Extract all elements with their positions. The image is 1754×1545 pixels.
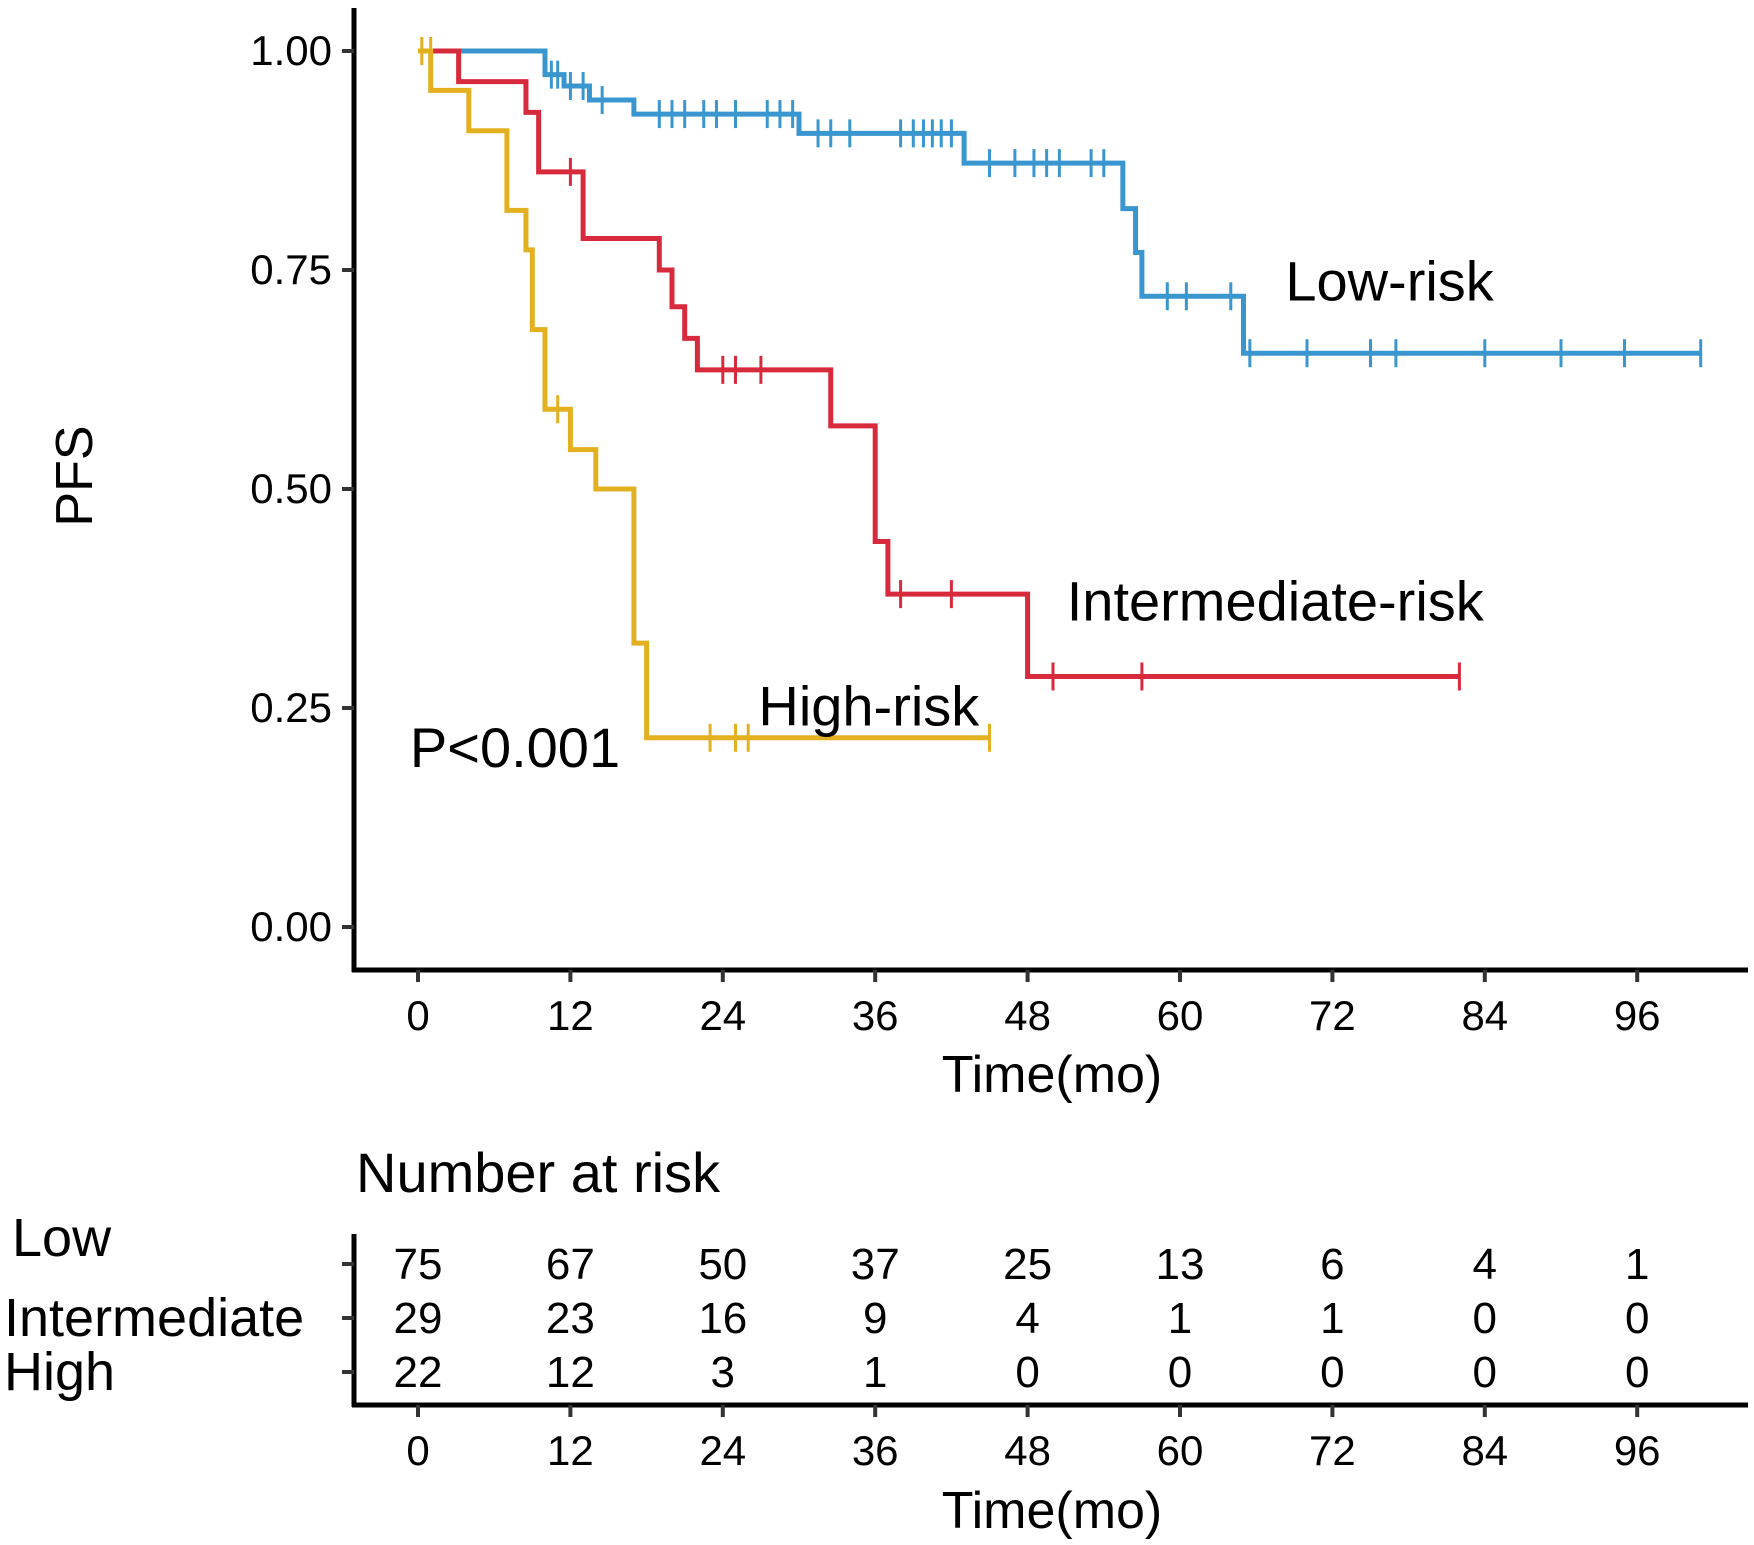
x-tick-label: 72: [1309, 992, 1356, 1039]
y-tick-label: 0.50: [250, 465, 332, 512]
curve-label: Low-risk: [1285, 250, 1494, 313]
risk-cell: 1: [1625, 1240, 1649, 1289]
risk-cell: 1: [863, 1348, 887, 1397]
risk-cell: 25: [1003, 1240, 1052, 1289]
survival-step-line: [418, 48, 990, 741]
risk-row-label: Intermediate: [4, 1288, 304, 1348]
x-axis-title: Time(mo): [942, 1046, 1163, 1104]
risk-row-label: Low: [12, 1208, 112, 1268]
x-tick-label: 84: [1461, 992, 1508, 1039]
x-tick-label: 48: [1004, 992, 1051, 1039]
risk-cell: 0: [1625, 1348, 1649, 1397]
risk-cell: 0: [1473, 1348, 1497, 1397]
risk-cell: 13: [1156, 1240, 1205, 1289]
x-tick-label: 24: [699, 992, 746, 1039]
x-tick-label: 96: [1614, 992, 1661, 1039]
x-tick-label: 0: [406, 992, 429, 1039]
risk-cell: 1: [1168, 1294, 1192, 1343]
y-tick-label: 0.00: [250, 903, 332, 950]
risk-cell: 50: [698, 1240, 747, 1289]
risk-cell: 0: [1625, 1294, 1649, 1343]
y-tick-label: 0.75: [250, 246, 332, 293]
x-tick-label: 60: [1157, 992, 1204, 1039]
risk-cell: 37: [851, 1240, 900, 1289]
risk-cell: 1: [1320, 1294, 1344, 1343]
risk-cell: 6: [1320, 1240, 1344, 1289]
risk-cell: 75: [394, 1240, 443, 1289]
risk-x-axis-title: Time(mo): [942, 1482, 1163, 1540]
risk-x-tick-label: 12: [547, 1427, 594, 1474]
risk-x-tick-label: 24: [699, 1427, 746, 1474]
risk-cell: 0: [1015, 1348, 1039, 1397]
risk-cell: 22: [394, 1348, 443, 1397]
risk-table-title: Number at risk: [356, 1141, 721, 1204]
risk-cell: 67: [546, 1240, 595, 1289]
risk-cell: 0: [1320, 1348, 1344, 1397]
curve-high-risk: [418, 37, 991, 752]
risk-x-tick-label: 72: [1309, 1427, 1356, 1474]
survival-step-line: [418, 48, 1460, 679]
risk-x-tick-label: 60: [1157, 1427, 1204, 1474]
risk-cell: 16: [698, 1294, 747, 1343]
x-tick-label: 12: [547, 992, 594, 1039]
survival-plot: 0.00 0.25 0.50 0.75 1.00 0 12 24 36 48 60 72 84 96 Tim…: [46, 8, 1748, 1104]
curve-label: High-risk: [758, 675, 980, 738]
risk-cell: 4: [1015, 1294, 1039, 1343]
curve-label: Intermediate-risk: [1067, 569, 1485, 632]
risk-x-tick-label: 96: [1614, 1427, 1661, 1474]
risk-x-tick-label: 48: [1004, 1427, 1051, 1474]
y-tick-label: 1.00: [250, 27, 332, 74]
risk-x-tick-label: 0: [406, 1427, 429, 1474]
risk-x-tick-label: 36: [852, 1427, 899, 1474]
risk-cell: 4: [1473, 1240, 1497, 1289]
risk-cell: 29: [394, 1294, 443, 1343]
risk-cell: 12: [546, 1348, 595, 1397]
risk-cell: 23: [546, 1294, 595, 1343]
y-tick-label: 0.25: [250, 684, 332, 731]
p-value-annotation: P<0.001: [410, 716, 620, 779]
curve-low-risk: [418, 48, 1703, 368]
risk-row-label: High: [4, 1342, 115, 1402]
survival-step-line: [418, 48, 1701, 356]
risk-x-tick-label: 84: [1461, 1427, 1508, 1474]
risk-cell: 3: [711, 1348, 735, 1397]
curve-intermediate-risk: [418, 48, 1461, 691]
risk-cell: 9: [863, 1294, 887, 1343]
risk-cell: 0: [1473, 1294, 1497, 1343]
x-tick-label: 36: [852, 992, 899, 1039]
risk-cell: 0: [1168, 1348, 1192, 1397]
y-axis-title: PFS: [46, 425, 104, 526]
